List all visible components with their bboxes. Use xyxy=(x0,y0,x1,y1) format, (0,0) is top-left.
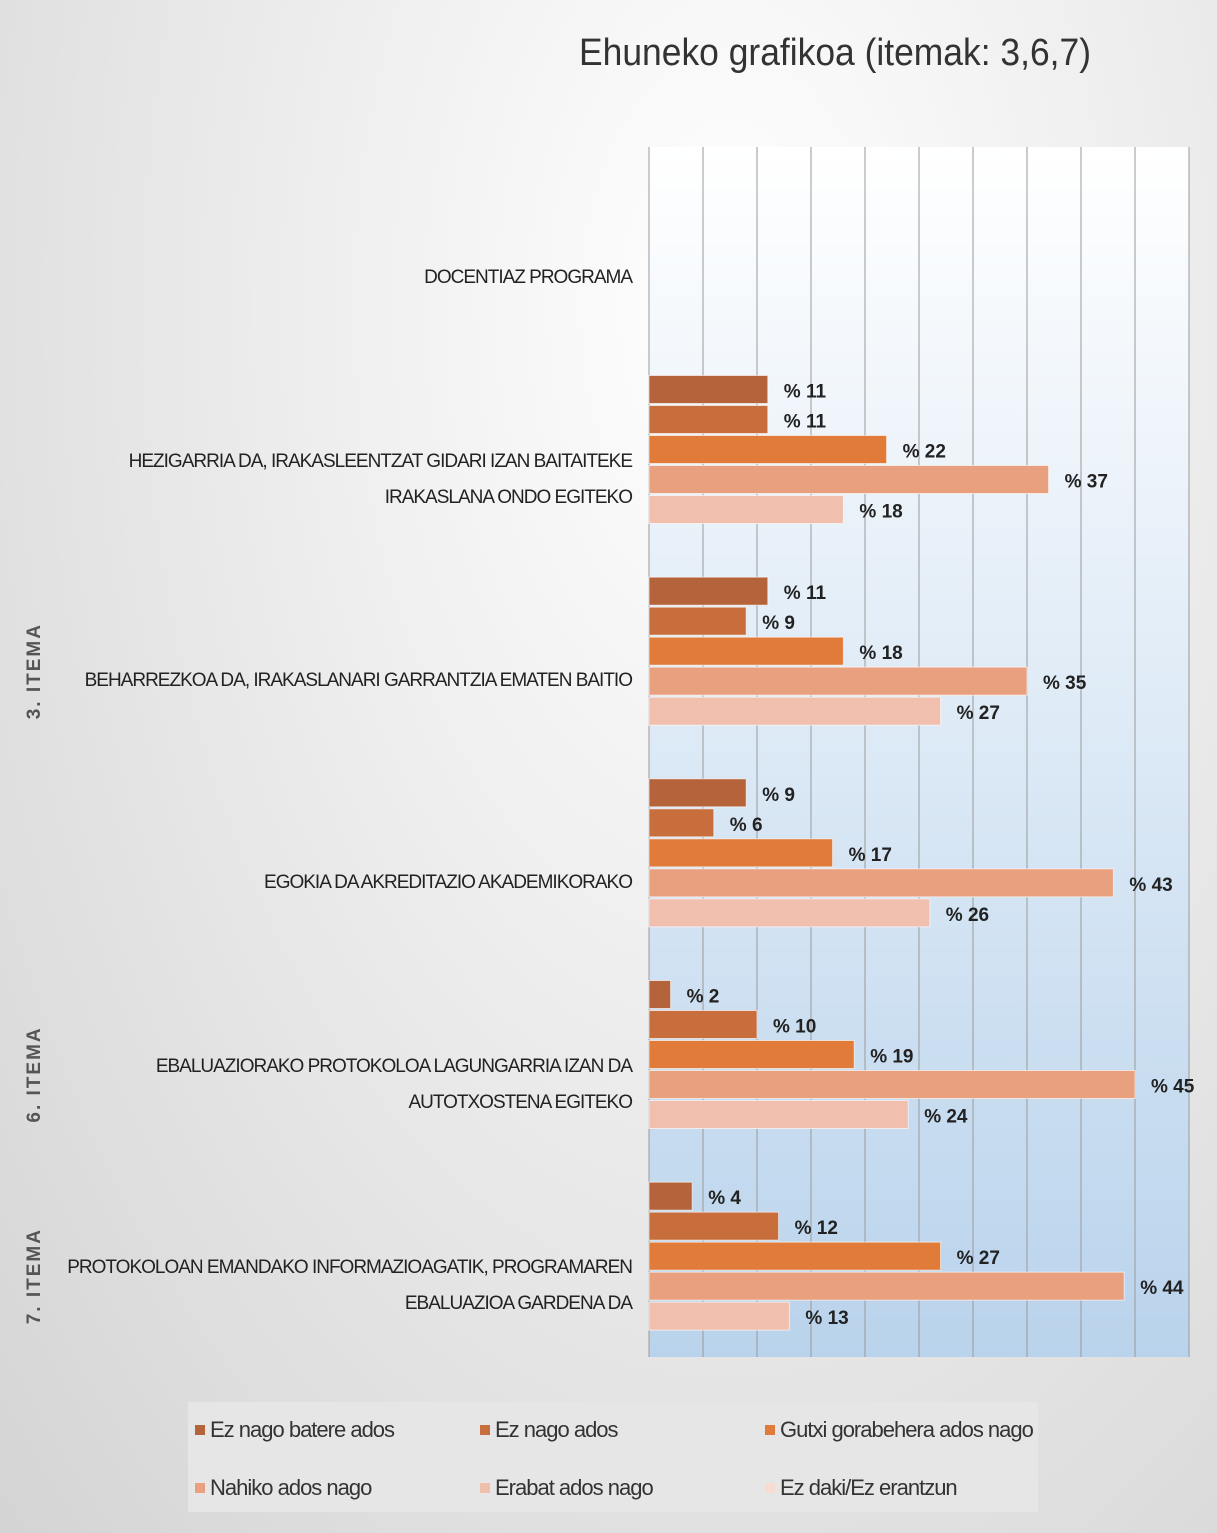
value-label: % 10 xyxy=(773,1017,816,1038)
bar xyxy=(648,1271,1125,1301)
value-label: % 11 xyxy=(784,382,827,403)
value-label: % 11 xyxy=(784,583,827,604)
legend-swatch xyxy=(765,1483,775,1493)
category-label: DOCENTIAZ PROGRAMA xyxy=(424,266,633,288)
legend-swatch xyxy=(195,1425,205,1435)
category-label: EBALUAZIORAKO PROTOKOLOA LAGUNGARRIA IZA… xyxy=(155,1055,633,1113)
legend-swatch xyxy=(480,1425,490,1435)
bar xyxy=(648,606,747,636)
value-label: % 22 xyxy=(903,442,946,463)
group-label: 7. ITEMA xyxy=(24,1228,45,1324)
bar xyxy=(648,636,844,666)
bar xyxy=(648,696,942,726)
bar xyxy=(648,1301,790,1331)
group-label: 3. ITEMA xyxy=(24,623,45,719)
value-label: % 19 xyxy=(870,1047,913,1068)
value-label: % 35 xyxy=(1043,673,1087,694)
legend-swatch xyxy=(765,1425,775,1435)
bar xyxy=(648,1211,780,1241)
bar xyxy=(648,465,1050,494)
value-label: % 9 xyxy=(762,785,795,806)
legend-box xyxy=(188,1402,1038,1512)
value-label: % 17 xyxy=(849,845,892,866)
category-label: HEZIGARRIA DA, IRAKASLEENTZAT GIDARI IZA… xyxy=(128,450,633,508)
legend-label: Gutxi gorabehera ados nago xyxy=(780,1417,1034,1442)
value-label: % 18 xyxy=(859,502,902,523)
bar xyxy=(648,576,769,606)
bar xyxy=(648,1070,1136,1099)
bar xyxy=(648,405,769,434)
value-label: % 24 xyxy=(924,1107,968,1128)
bar xyxy=(648,1100,909,1129)
bar xyxy=(648,435,888,464)
bar xyxy=(648,666,1028,696)
legend-label: Erabat ados nago xyxy=(495,1475,653,1500)
value-label: % 43 xyxy=(1129,875,1172,896)
bar xyxy=(648,838,834,868)
value-label: % 44 xyxy=(1140,1278,1184,1299)
bar xyxy=(648,980,672,1009)
bar xyxy=(648,1040,855,1069)
value-label: % 27 xyxy=(957,703,1000,724)
bar xyxy=(648,808,715,838)
value-label: % 4 xyxy=(708,1188,741,1209)
legend-swatch xyxy=(480,1483,490,1493)
bar xyxy=(648,868,1114,898)
value-label: % 18 xyxy=(859,643,902,664)
category-label: EGOKIA DA AKREDITAZIO AKADEMIKORAKO xyxy=(264,871,633,893)
legend-label: Ez nago batere ados xyxy=(210,1417,395,1442)
legend-label: Ez nago ados xyxy=(495,1417,619,1442)
value-label: % 27 xyxy=(957,1248,1000,1269)
value-label: % 2 xyxy=(687,987,720,1008)
bar xyxy=(648,375,769,404)
bar xyxy=(648,778,747,808)
value-label: % 45 xyxy=(1151,1077,1195,1098)
bar xyxy=(648,1181,693,1211)
bar xyxy=(648,898,931,928)
legend-label: Nahiko ados nago xyxy=(210,1475,372,1500)
value-label: % 13 xyxy=(805,1308,848,1329)
bar xyxy=(648,495,844,524)
category-label: PROTOKOLOAN EMANDAKO INFORMAZIOAGATIK, P… xyxy=(67,1257,633,1315)
legend-label: Ez daki/Ez erantzun xyxy=(780,1475,957,1500)
value-label: % 6 xyxy=(730,815,763,836)
value-label: % 12 xyxy=(795,1218,838,1239)
chart-title: Ehuneko grafikoa (itemak: 3,6,7) xyxy=(579,32,1091,74)
value-label: % 9 xyxy=(762,613,795,634)
value-label: % 26 xyxy=(946,905,989,926)
category-label: BEHARREZKOA DA, IRAKASLANARI GARRANTZIA … xyxy=(84,670,633,692)
bar xyxy=(648,1241,942,1271)
value-label: % 37 xyxy=(1065,472,1108,493)
group-label: 6. ITEMA xyxy=(24,1026,45,1122)
value-label: % 11 xyxy=(784,412,827,433)
legend-swatch xyxy=(195,1483,205,1493)
bar xyxy=(648,1010,758,1039)
